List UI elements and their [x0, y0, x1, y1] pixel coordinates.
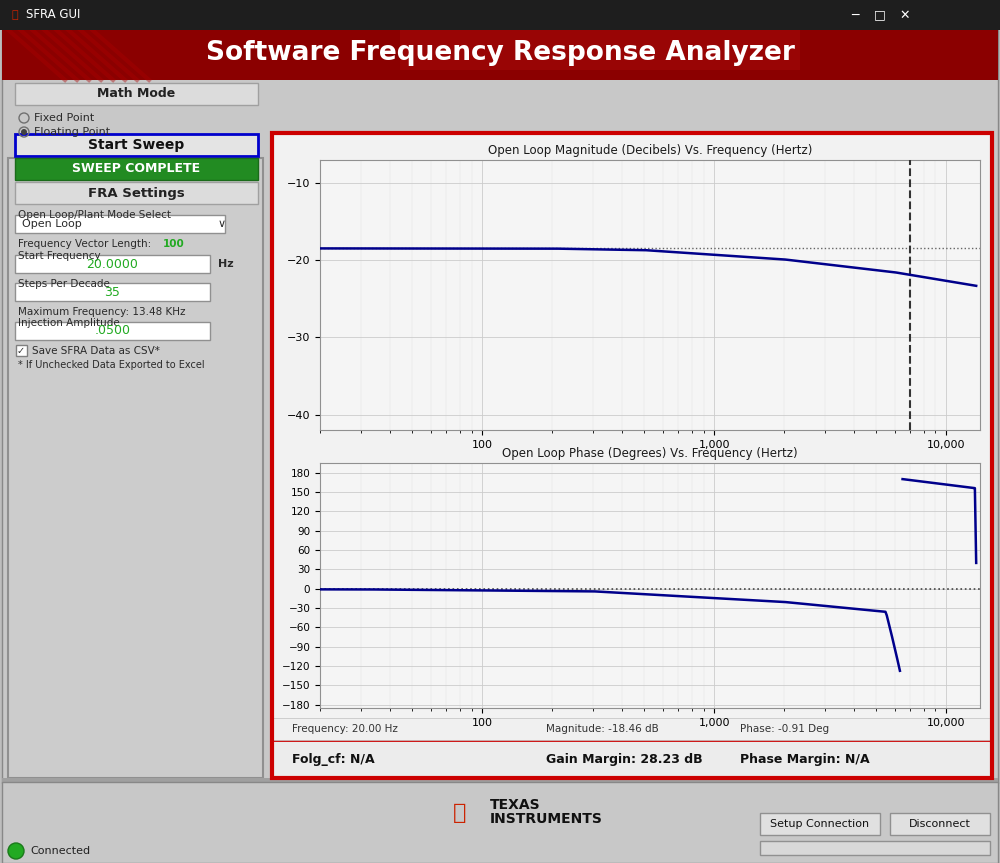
Text: Magnitude: -18.46 dB: Magnitude: -18.46 dB [546, 724, 658, 734]
Bar [15, 255, 210, 273]
Bar [2, 778, 998, 783]
Text: ─: ─ [851, 9, 859, 22]
Bar [0, 0, 1000, 30]
Circle shape [8, 843, 24, 859]
Circle shape [21, 129, 27, 135]
Bar [15, 283, 210, 301]
Text: Phase Margin: N/A: Phase Margin: N/A [740, 753, 870, 765]
Text: SWEEP COMPLETE: SWEEP COMPLETE [72, 162, 200, 175]
Bar [8, 158, 263, 778]
Text: ∨: ∨ [218, 219, 226, 229]
Text: Disconnect: Disconnect [909, 819, 971, 829]
Text: Gain Margin: 28.23 dB: Gain Margin: 28.23 dB [546, 753, 702, 765]
Bar [272, 740, 992, 778]
Bar [15, 158, 258, 180]
Text: Fixed Point: Fixed Point [34, 113, 94, 123]
Bar [15, 83, 258, 105]
Text: 100: 100 [163, 239, 185, 249]
Text: SFRA GUI: SFRA GUI [26, 9, 80, 22]
Text: 35: 35 [105, 286, 120, 299]
Text: Start Frequency: Start Frequency [18, 251, 101, 261]
Title: Open Loop Phase (Degrees) Vs. Frequency (Hertz): Open Loop Phase (Degrees) Vs. Frequency … [502, 447, 798, 461]
Text: INSTRUMENTS: INSTRUMENTS [490, 812, 603, 826]
Bar [890, 813, 990, 835]
Bar [272, 133, 992, 778]
Text: Maximum Frequency: 13.48 KHz: Maximum Frequency: 13.48 KHz [18, 307, 186, 317]
Text: Frequency Vector Length:: Frequency Vector Length: [18, 239, 154, 249]
Bar [272, 718, 992, 740]
Text: Folg_cf: N/A: Folg_cf: N/A [292, 753, 375, 765]
Bar [15, 134, 258, 156]
Text: TEXAS: TEXAS [490, 798, 541, 812]
Bar [760, 841, 990, 855]
Bar [15, 182, 258, 204]
Text: Hz: Hz [218, 259, 234, 269]
Bar [2, 27, 998, 80]
Bar [15, 322, 210, 340]
Bar [2, 782, 998, 863]
Text: Steps Per Decade: Steps Per Decade [18, 279, 110, 289]
Bar [16, 345, 27, 356]
Text: ✕: ✕ [900, 9, 910, 22]
Bar [15, 215, 225, 233]
Text: ✓: ✓ [17, 346, 25, 356]
Bar [760, 813, 880, 835]
Text: Injection Amplitude: Injection Amplitude [18, 318, 120, 328]
Text: * If Unchecked Data Exported to Excel: * If Unchecked Data Exported to Excel [18, 360, 205, 370]
Text: □: □ [874, 9, 886, 22]
Text: Software Frequency Response Analyzer: Software Frequency Response Analyzer [206, 41, 794, 66]
Bar [2, 30, 998, 783]
Text: Frequency: 20.00 Hz: Frequency: 20.00 Hz [292, 724, 398, 734]
Text: FRA Settings: FRA Settings [88, 186, 185, 199]
Text: 20.0000: 20.0000 [87, 257, 138, 270]
Bar [400, 27, 800, 70]
Text: Open Loop/Plant Mode Select: Open Loop/Plant Mode Select [18, 210, 171, 220]
Text: Open Loop: Open Loop [22, 219, 82, 229]
Text: Connected: Connected [30, 846, 90, 856]
Text: Floating Point: Floating Point [34, 127, 110, 137]
Text: Start Sweep: Start Sweep [88, 138, 184, 152]
Text: Save SFRA Data as CSV*: Save SFRA Data as CSV* [32, 346, 160, 356]
Text: .0500: .0500 [94, 324, 130, 337]
Text: 🏠: 🏠 [12, 10, 19, 20]
Text: Math Mode: Math Mode [97, 87, 176, 100]
Text: Phase: -0.91 Deg: Phase: -0.91 Deg [740, 724, 829, 734]
Bar [272, 133, 992, 778]
Text: Setup Connection: Setup Connection [770, 819, 870, 829]
Title: Open Loop Magnitude (Decibels) Vs. Frequency (Hertz): Open Loop Magnitude (Decibels) Vs. Frequ… [488, 144, 812, 157]
Text: 🐎: 🐎 [453, 803, 467, 823]
